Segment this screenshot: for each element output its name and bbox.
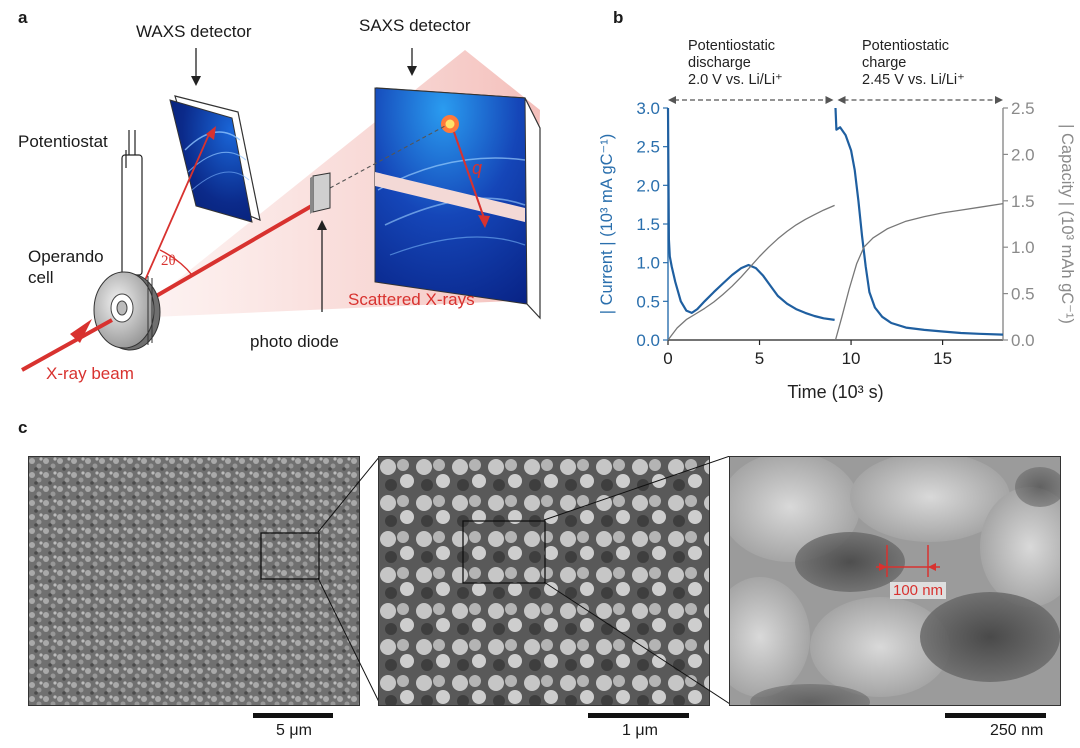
panel-c-letter: c [18,418,28,437]
waxs-detector [169,95,261,223]
transmitted-beam [130,198,324,312]
panel-a-schematic [21,48,541,372]
right-y-axis-label: | Capacity | (10³ mAh gC⁻¹) [1058,124,1076,324]
incoming-beam [21,318,113,372]
waxs-label: WAXS detector [136,22,252,41]
left-y-tick-label: 0.0 [636,331,660,350]
left-y-axis-label: | Current | (10³ mA gC⁻¹) [598,134,616,315]
discharge-note: Potentiostatic discharge 2.0 V vs. Li/Li… [688,38,783,89]
left-y-tick-label: 2.0 [636,176,660,195]
right-y-tick-label: 2.0 [1011,145,1035,164]
right-y-tick-label: 1.0 [1011,238,1035,257]
right-y-tick-label: 0.0 [1011,331,1035,350]
right-y-tick-label: 0.5 [1011,285,1035,304]
potentiostat-label: Potentiostat [18,132,108,151]
saxs-detector [374,87,541,320]
scalebar-3 [945,713,1046,718]
photodiode-label: photo diode [250,332,339,351]
scattered-label: Scattered X-rays [348,290,475,309]
discharge-line1: Potentiostatic [688,38,776,54]
scalebar-1 [253,713,333,718]
zoom-lines-1 [317,456,380,705]
x-tick-label: 10 [842,349,861,368]
discharge-arrow-head-left [668,96,676,104]
panel-b-letter: b [613,8,624,27]
zoom-lines-2 [543,456,730,705]
scalebar-2 [588,713,689,718]
left-y-tick-label: 0.5 [636,292,660,311]
measure-label: 100 nm [890,582,947,599]
charge-arrow-head-right [995,96,1003,104]
left-y-tick-label: 3.0 [636,99,660,118]
capacity-series-3 [834,202,1004,341]
cell-label-line1: Operando [28,247,104,266]
scalebar-3-label: 250 nm [990,722,1044,739]
current-series-0 [666,107,835,321]
q-vector [453,131,485,219]
x-tick-label: 5 [755,349,764,368]
right-y-tick-label: 1.5 [1011,192,1035,211]
right-y-tick-label: 2.5 [1011,99,1035,118]
left-y-tick-label: 1.0 [636,254,660,273]
charge-line3: 2.45 V vs. Li/Li⁺ [862,72,965,88]
measure-marker [876,545,940,577]
current-series-1 [834,107,1004,336]
charge-line1: Potentiostatic [862,38,950,54]
charge-note: Potentiostatic charge 2.45 V vs. Li/Li⁺ [862,38,965,89]
left-y-tick-label: 1.5 [636,215,660,234]
beam-label: X-ray beam [46,364,134,383]
angle-label: 2θ [161,253,176,269]
current-capacity-chart: 0 5 10 15 0.0 0.5 1.0 1.5 2.0 2.5 3.0 0.0 0.5 1.0 1.5 2… [598,96,1076,402]
direct-beam-dashed [329,125,446,189]
panel-a-letter: a [18,8,28,27]
capacity-series-2 [667,204,835,341]
potentiostat-wires [121,130,143,276]
scalebar-2-label: 1 μm [622,722,658,739]
x-axis-label: Time (10³ s) [787,382,883,402]
sem-image-low-mag [28,456,360,706]
discharge-line3: 2.0 V vs. Li/Li⁺ [688,72,783,88]
photo-diode [310,172,331,214]
sem-image-mid-mag [378,456,710,706]
x-tick-label: 15 [933,349,952,368]
x-tick-label: 0 [663,349,672,368]
beamstop-stripe [375,172,525,222]
sem-image-high-mag [729,456,1061,706]
charge-arrow-head-left [837,96,846,104]
left-y-tick-label: 2.5 [636,138,660,157]
charge-line2: charge [862,55,907,71]
discharge-line2: discharge [688,55,751,71]
saxs-label: SAXS detector [359,16,471,35]
q-label: q [472,158,483,178]
operando-cell [93,271,161,351]
angle-arc [159,249,193,276]
discharge-arrow-head-right [825,96,834,104]
scalebar-1-label: 5 μm [276,722,312,739]
cell-label-line2: cell [28,268,54,287]
